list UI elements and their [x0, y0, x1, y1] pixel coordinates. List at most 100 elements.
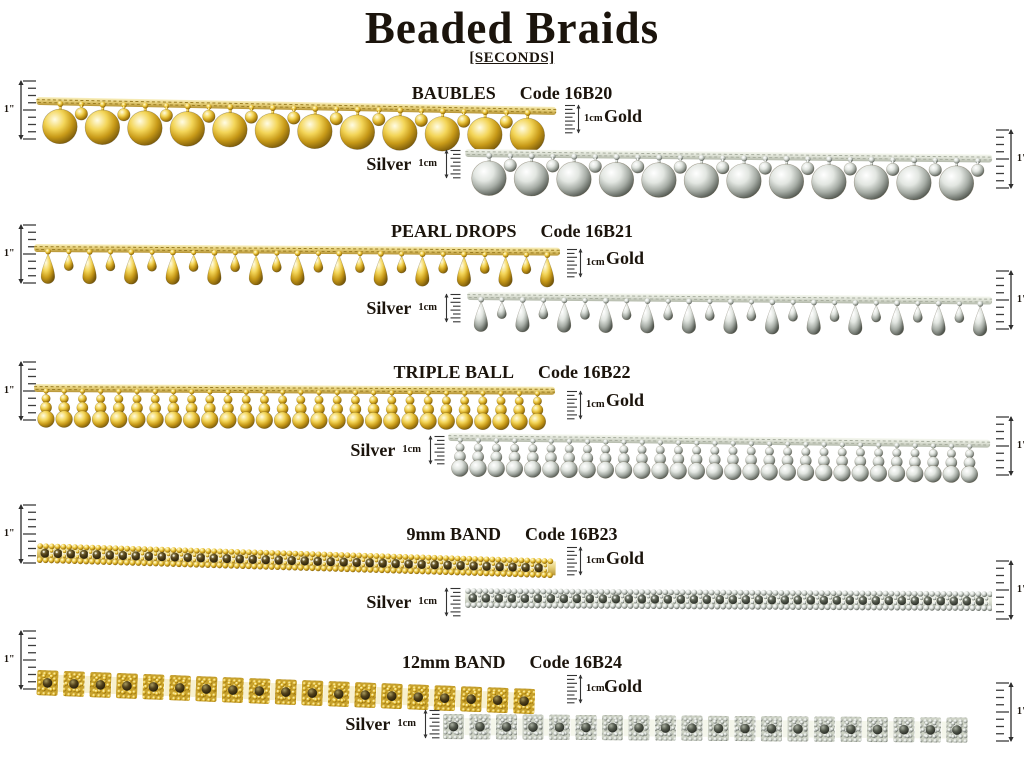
cm-scale-icon — [444, 587, 461, 617]
cm-label: 1cm — [584, 112, 603, 124]
band12-braid-gold-sample — [36, 670, 536, 715]
gold-cm-scale: 1cm — [566, 672, 605, 706]
ruler-scale-icon — [996, 129, 1014, 189]
product-name: PEARL DROPS — [390, 221, 517, 241]
silver-cm-scale: Silver 1cm — [366, 291, 462, 325]
right-inch-ruler: 1" — [986, 679, 1024, 745]
inch-label: 1" — [4, 528, 15, 539]
baubles-braid-gold-sample — [36, 97, 557, 154]
inch-label: 1" — [1017, 706, 1024, 717]
cm-scale-icon — [428, 435, 445, 465]
silver-label: Silver — [345, 713, 391, 734]
cm-scale-icon — [567, 248, 583, 278]
cm-scale-icon — [567, 546, 583, 576]
product-code: Code 16B23 — [524, 524, 618, 544]
braid-cord — [448, 433, 991, 448]
product-code: Code 16B24 — [529, 652, 622, 672]
gold-label: Gold — [604, 106, 643, 126]
band9-braid-gold-sample — [36, 543, 556, 579]
silver-cm-scale: Silver 1cm — [366, 147, 462, 181]
ruler-scale-icon — [17, 504, 36, 564]
braid-cord — [34, 384, 556, 395]
right-inch-ruler: 1" — [986, 126, 1024, 192]
cm-label: 1cm — [586, 682, 605, 694]
inch-label: 1" — [4, 104, 15, 115]
product-name: BAUBLES — [411, 83, 496, 103]
ruler-scale-icon — [996, 682, 1014, 742]
right-inch-ruler: 1" — [986, 267, 1024, 333]
triple-braid-gold-sample — [34, 384, 556, 431]
ruler-scale-icon — [996, 270, 1014, 330]
ruler-scale-icon — [996, 560, 1014, 620]
cm-scale-icon — [567, 390, 583, 420]
cm-label: 1cm — [586, 554, 605, 566]
inch-label: 1" — [1017, 584, 1024, 595]
braid-cord — [465, 149, 993, 163]
cm-scale-icon — [567, 674, 583, 704]
triple-braid-silver-sample — [448, 433, 991, 484]
product-code: Code 16B22 — [538, 362, 631, 382]
drops-braid-silver-sample — [467, 292, 993, 337]
left-inch-ruler: 1" — [4, 627, 46, 693]
gold-cm-scale: 1cm — [566, 246, 605, 280]
left-inch-ruler: 1" — [4, 77, 46, 143]
section-header: 9mm BAND Code 16B23 — [0, 524, 1024, 545]
gold-label: Gold — [606, 548, 645, 568]
inch-label: 1" — [4, 385, 15, 396]
cm-label: 1cm — [418, 595, 437, 607]
band12-braid-silver-sample — [442, 714, 968, 743]
cm-scale-icon — [444, 149, 461, 179]
section-header: TRIPLE BALL Code 16B22 — [0, 362, 1024, 383]
product-code: Code 16B21 — [540, 221, 634, 241]
section-header: 12mm BAND Code 16B24 — [0, 652, 1024, 673]
silver-label: Silver — [366, 591, 412, 612]
left-inch-ruler: 1" — [4, 221, 46, 287]
inch-label: 1" — [1017, 294, 1024, 305]
right-inch-ruler: 1" — [986, 413, 1024, 479]
inch-label: 1" — [4, 248, 15, 259]
ruler-scale-icon — [17, 361, 36, 421]
cm-label: 1cm — [586, 398, 605, 410]
gold-cm-scale: 1cm — [566, 388, 605, 422]
braid-cord — [34, 244, 561, 256]
silver-label: Silver — [366, 297, 412, 318]
gold-cm-scale: 1cm — [566, 544, 605, 578]
gold-label: Gold — [606, 248, 645, 268]
ruler-scale-icon — [17, 630, 36, 690]
gold-cm-scale: 1cm — [564, 102, 603, 136]
gold-label: Gold — [606, 390, 645, 410]
page-title: Beaded Braids — [364, 3, 660, 53]
product-code: Code 16B20 — [519, 83, 613, 103]
cm-label: 1cm — [418, 301, 437, 313]
drops-braid-gold-sample — [34, 244, 561, 288]
silver-cm-scale: Silver 1cm — [366, 585, 462, 619]
ruler-scale-icon — [17, 80, 36, 140]
silver-label: Silver — [350, 439, 396, 460]
cm-label: 1cm — [402, 443, 421, 455]
cm-scale-icon — [444, 293, 461, 323]
gold-label: Gold — [604, 676, 643, 696]
band9-braid-silver-sample — [464, 588, 993, 612]
cm-scale-icon — [423, 709, 440, 739]
cm-label: 1cm — [418, 157, 437, 169]
inch-label: 1" — [4, 654, 15, 665]
silver-cm-scale: Silver 1cm — [350, 433, 446, 467]
cm-label: 1cm — [397, 717, 416, 729]
inch-label: 1" — [1017, 153, 1024, 164]
left-inch-ruler: 1" — [4, 501, 46, 567]
section-header: PEARL DROPS Code 16B21 — [0, 221, 1024, 242]
braid-cord — [467, 292, 993, 305]
cm-label: 1cm — [586, 256, 605, 268]
product-name: 12mm BAND — [401, 652, 506, 672]
product-name: 9mm BAND — [406, 524, 501, 544]
section-header: BAUBLES Code 16B20 — [0, 83, 1024, 104]
inch-label: 1" — [1017, 440, 1024, 451]
left-inch-ruler: 1" — [4, 358, 46, 424]
silver-label: Silver — [366, 153, 412, 174]
ruler-scale-icon — [996, 416, 1014, 476]
cm-scale-icon — [565, 104, 581, 134]
product-name: TRIPLE BALL — [393, 362, 515, 382]
braid-cord — [36, 97, 557, 115]
right-inch-ruler: 1" — [986, 557, 1024, 623]
